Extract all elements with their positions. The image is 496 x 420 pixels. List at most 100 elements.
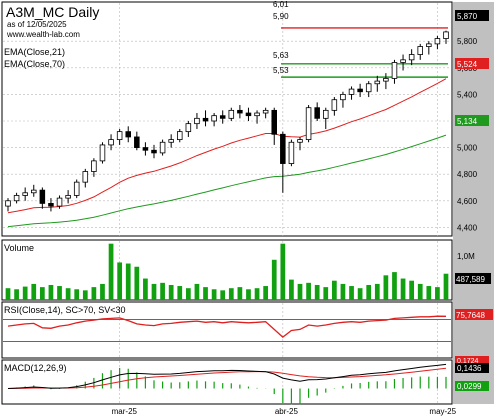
price-tick-label: 4,600: [457, 197, 478, 206]
candle: [65, 190, 71, 204]
candle: [13, 192, 20, 204]
volume-bar: [160, 282, 165, 300]
volume-bar: [263, 286, 269, 300]
candle: [323, 107, 329, 129]
candle-body-up: [211, 115, 217, 122]
volume-value-box: [455, 273, 491, 284]
rsi-label: RSI(Close,14), SC>70, SV<30: [4, 305, 126, 315]
candle: [288, 139, 295, 167]
candle-body-up: [228, 109, 235, 119]
macd-panel-frame: [1, 359, 453, 405]
volume-value: 487,589: [456, 275, 485, 284]
price-tick-label: 5,800: [457, 37, 478, 46]
candle: [391, 59, 398, 84]
volume-bar: [82, 290, 88, 300]
volume-bar: [331, 280, 337, 300]
volume-bar: [246, 289, 251, 300]
volume-bar: [151, 283, 157, 300]
candle-body-up: [116, 131, 123, 141]
candle-body-up: [177, 131, 183, 141]
candle-body-up: [65, 195, 71, 199]
candle-body-up: [305, 107, 312, 141]
candle: [91, 158, 97, 177]
candle: [297, 136, 303, 151]
candle-body-down: [280, 133, 286, 164]
candle: [168, 134, 174, 148]
candle-body-up: [99, 144, 106, 162]
volume-bar: [91, 287, 97, 300]
candle: [383, 73, 389, 90]
volume-bar: [177, 286, 183, 300]
volume-bars: [5, 243, 449, 300]
volume-axis-tick: 1,0M: [457, 252, 475, 261]
candle: [31, 184, 37, 197]
price-tick-label: 5,000: [457, 144, 478, 153]
volume-bar: [185, 288, 191, 300]
rsi-value-box: [455, 309, 493, 320]
date-tick-label: mar-25: [112, 407, 138, 416]
candle-body-down: [48, 203, 54, 207]
candle: [73, 179, 80, 199]
volume-bar: [22, 286, 28, 300]
volume-bar: [65, 288, 71, 300]
candle: [271, 107, 277, 145]
candle-body-up: [383, 78, 389, 82]
volume-label: Volume: [4, 243, 34, 253]
level-label-support-upper: 5,63: [273, 51, 289, 60]
ema21-line: [7, 78, 447, 214]
volume-bar: [357, 288, 363, 300]
candle-body-up: [348, 88, 355, 95]
candle-body-down: [134, 136, 140, 148]
candle-body-up: [168, 139, 174, 143]
candle: [211, 113, 217, 127]
volume-bar: [435, 287, 440, 300]
volume-bar: [100, 283, 105, 300]
candle-body-down: [39, 189, 46, 204]
volume-bar: [203, 287, 208, 300]
candle: [305, 105, 312, 143]
volume-bar: [48, 284, 54, 300]
support-resistance-levels: [281, 27, 448, 78]
macd-series: [7, 363, 447, 405]
candle-body-up: [262, 109, 269, 114]
candlesticks: [5, 30, 449, 212]
candle-body-up: [56, 197, 63, 207]
volume-bar: [168, 284, 174, 300]
volume-bar: [211, 289, 217, 300]
macd-signal-line: [7, 367, 447, 389]
candle-body-up: [185, 123, 192, 133]
volume-bar: [280, 243, 286, 300]
candle: [134, 131, 140, 151]
candle: [22, 187, 28, 201]
candle: [348, 86, 355, 100]
volume-bar: [289, 279, 294, 300]
last-close-value: 5,870: [457, 12, 478, 21]
candle: [39, 187, 46, 209]
rsi-value: 75,7648: [456, 311, 485, 320]
candle: [48, 198, 54, 212]
volume-bar: [125, 263, 131, 300]
volume-bar: [306, 282, 311, 300]
candle-body-up: [426, 43, 432, 47]
candle: [400, 54, 406, 71]
rsi-series: [3, 315, 451, 342]
watermark: www.wealth-lab.com: [6, 30, 80, 39]
candle-body-up: [108, 139, 114, 146]
candle: [434, 35, 441, 50]
candle: [202, 110, 209, 127]
candle: [426, 41, 432, 55]
level-label-support-lower: 5,53: [273, 66, 289, 75]
volume-bar: [400, 278, 406, 300]
volume-bar: [314, 284, 320, 300]
candle-body-up: [331, 99, 338, 111]
candle: [314, 102, 320, 121]
candle-body-down: [151, 149, 157, 154]
candle-body-up: [22, 192, 28, 196]
candle-body-up: [73, 181, 80, 196]
candle: [219, 110, 226, 124]
date-tick-label: abr-25: [275, 407, 299, 416]
volume-bar: [57, 286, 62, 300]
candle-body-up: [374, 80, 381, 85]
candle: [340, 91, 346, 108]
